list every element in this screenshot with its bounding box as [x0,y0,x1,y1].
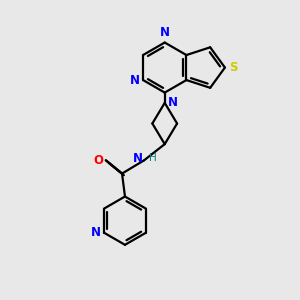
Text: O: O [93,154,103,167]
Text: N: N [91,226,100,239]
Text: N: N [133,152,142,165]
Text: N: N [130,74,140,87]
Text: S: S [229,61,238,74]
Text: N: N [168,96,178,110]
Text: N: N [160,26,170,39]
Text: H: H [149,153,157,163]
